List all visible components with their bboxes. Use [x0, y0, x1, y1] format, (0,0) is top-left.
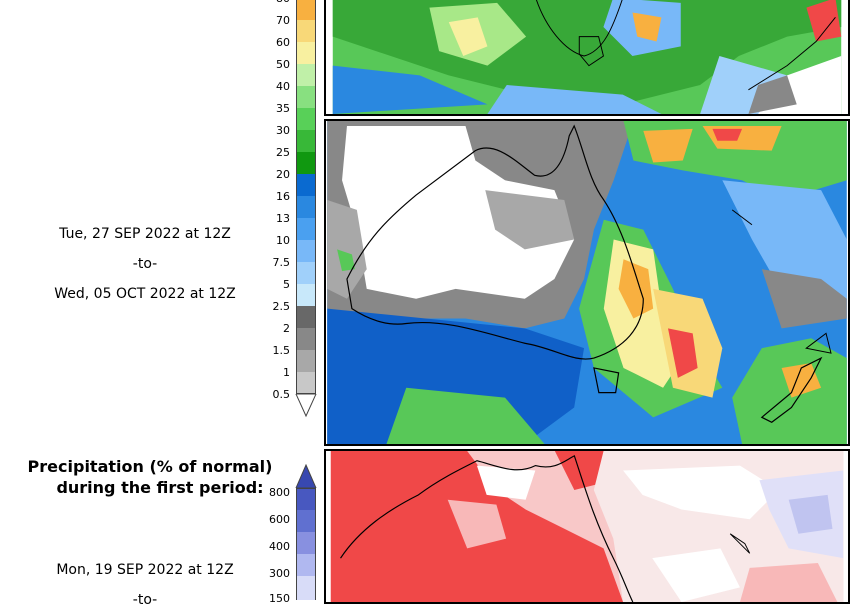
- period1-to: -to-: [132, 592, 158, 608]
- colorbar-percent-label: 300: [269, 567, 290, 580]
- colorbar-cell: [296, 130, 316, 152]
- colorbar-percent-label: 400: [269, 540, 290, 553]
- colorbar-label: 20: [276, 168, 290, 181]
- percent-title-line2: during the first period:: [56, 478, 264, 497]
- colorbar-label: 13: [276, 212, 290, 225]
- colorbar-percent-label: 600: [269, 513, 290, 526]
- colorbar-label: 10: [276, 234, 290, 247]
- colorbar-cell: [296, 510, 316, 532]
- colorbar-cell: [296, 262, 316, 284]
- colorbar-label: 2: [283, 322, 290, 335]
- colorbar-label: 2.5: [272, 300, 291, 313]
- colorbar-label: 35: [276, 102, 290, 115]
- colorbar-label: 25: [276, 146, 290, 159]
- colorbar-cell: [296, 20, 316, 42]
- colorbar-cell: [296, 86, 316, 108]
- colorbar-cell: [296, 328, 316, 350]
- colorbar-label: 60: [276, 36, 290, 49]
- colorbar-cell: [296, 174, 316, 196]
- colorbar-cell: [296, 64, 316, 86]
- colorbar-cell: [296, 240, 316, 262]
- colorbar-cell: [296, 152, 316, 174]
- precip-map-middle: [327, 121, 847, 444]
- period2-end: Wed, 05 OCT 2022 at 12Z: [54, 286, 236, 302]
- colorbar-cell: [296, 218, 316, 240]
- colorbar-cell: [296, 284, 316, 306]
- colorbar-cell: [296, 306, 316, 328]
- colorbar-label: 30: [276, 124, 290, 137]
- map-panel-top: [324, 0, 850, 116]
- colorbar-cell: [296, 42, 316, 64]
- colorbar-cell: [296, 532, 316, 554]
- colorbar-cell: [296, 350, 316, 372]
- colorbar-label: 1.5: [272, 344, 291, 357]
- colorbar-label: 5: [283, 278, 290, 291]
- colorbar-arrow-icon: [295, 394, 317, 418]
- colorbar-cell: [296, 554, 316, 576]
- colorbar-label: 80: [262, 0, 290, 5]
- period1-start: Mon, 19 SEP 2022 at 12Z: [56, 562, 234, 578]
- colorbar-cell: [296, 488, 316, 510]
- colorbar-cell: [296, 372, 316, 394]
- colorbar-label: 0.5: [272, 388, 291, 401]
- map-panel-middle: [324, 119, 850, 446]
- colorbar-label: 16: [276, 190, 290, 203]
- colorbar-cell: [296, 0, 316, 20]
- map-panel-bottom: [324, 449, 850, 604]
- period2-start: Tue, 27 SEP 2022 at 12Z: [59, 226, 231, 242]
- colorbar-percent-label: 800: [269, 486, 290, 499]
- colorbar-cell: [296, 108, 316, 130]
- colorbar-label: 1: [283, 366, 290, 379]
- percent-title-line1: Precipitation (% of normal): [27, 457, 273, 476]
- colorbar-cell: [296, 196, 316, 218]
- percent-map-bottom: [330, 451, 844, 602]
- colorbar-cell: [296, 576, 316, 600]
- colorbar-label: 7.5: [272, 256, 291, 269]
- precip-map-top: [332, 0, 842, 114]
- colorbar-label: 40: [276, 80, 290, 93]
- period2-to: -to-: [132, 256, 158, 272]
- colorbar-label: 70: [276, 14, 290, 27]
- colorbar-percent-arrow-icon: [295, 464, 317, 488]
- colorbar-label: 50: [276, 58, 290, 71]
